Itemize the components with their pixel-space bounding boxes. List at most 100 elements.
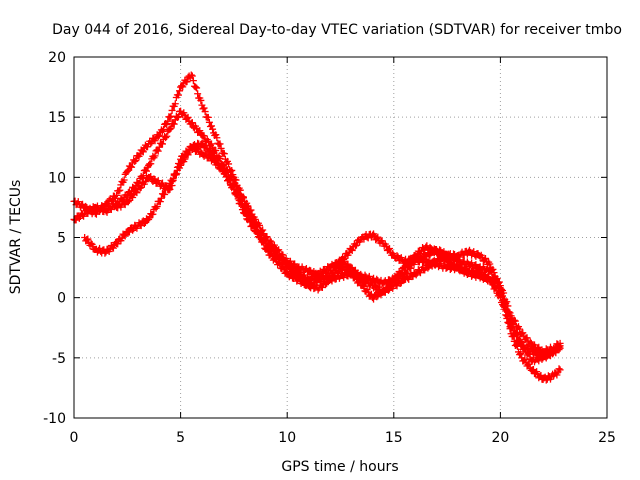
- sample-marker: [87, 239, 95, 247]
- sample-marker: [525, 350, 533, 358]
- sample-marker: [318, 269, 326, 277]
- sample-marker: [214, 160, 222, 168]
- sample-marker: [151, 152, 159, 160]
- sample-marker: [393, 252, 401, 260]
- data-point: [123, 167, 131, 175]
- sample-marker: [246, 211, 254, 219]
- sample-marker: [225, 160, 233, 168]
- sample-marker: [359, 274, 367, 282]
- sample-marker: [139, 148, 147, 156]
- y-tick-label: 15: [48, 110, 66, 126]
- sample-marker: [513, 331, 521, 339]
- sample-marker: [553, 371, 561, 379]
- sample-marker: [277, 254, 285, 262]
- x-tick-label: 0: [70, 430, 79, 446]
- sample-marker: [352, 241, 360, 249]
- sample-marker: [238, 206, 246, 214]
- sample-marker: [144, 143, 152, 151]
- sample-marker: [157, 194, 165, 202]
- sample-marker: [521, 344, 529, 352]
- sample-marker: [129, 226, 137, 234]
- sample-marker: [133, 189, 141, 197]
- grid: [74, 57, 607, 418]
- sample-marker: [121, 232, 129, 240]
- sample-marker: [236, 199, 244, 207]
- sample-marker: [233, 190, 241, 198]
- y-axis-label: SDTVAR / TECUs: [8, 180, 24, 295]
- sample-marker: [489, 278, 497, 286]
- data-point: [326, 276, 334, 284]
- sample-marker: [188, 72, 196, 80]
- sample-marker: [516, 325, 524, 333]
- sample-marker: [364, 234, 372, 242]
- sample-marker: [192, 83, 200, 91]
- sample-marker: [205, 118, 213, 126]
- data-point: [145, 215, 153, 223]
- x-tick-label: 10: [278, 430, 296, 446]
- sample-marker: [210, 154, 218, 162]
- sample-marker: [547, 352, 555, 360]
- sample-marker: [164, 117, 172, 125]
- data-point: [486, 260, 494, 268]
- sample-marker: [217, 144, 225, 152]
- x-tick-label: 15: [385, 430, 403, 446]
- sample-marker: [344, 260, 352, 268]
- sample-marker: [265, 241, 273, 249]
- sample-marker: [120, 176, 128, 184]
- y-tick-label: -10: [43, 411, 66, 427]
- y-tick-label: 20: [48, 50, 66, 66]
- sample-marker: [419, 255, 427, 263]
- sample-marker: [435, 248, 443, 256]
- sample-marker: [373, 293, 381, 301]
- sample-marker: [523, 334, 531, 342]
- sample-marker: [490, 269, 498, 277]
- sample-marker: [168, 181, 176, 189]
- sample-marker: [384, 286, 392, 294]
- sample-marker: [197, 96, 205, 104]
- sample-marker: [183, 78, 191, 86]
- sample-marker: [136, 184, 144, 192]
- sample-marker: [171, 171, 179, 179]
- sample-marker: [520, 345, 528, 353]
- sample-marker: [109, 244, 117, 252]
- sample-marker: [396, 279, 404, 287]
- sample-marker: [416, 269, 424, 277]
- sample-marker: [351, 242, 359, 250]
- data-point: [187, 71, 195, 79]
- sample-marker: [176, 160, 184, 168]
- sample-marker: [555, 365, 563, 373]
- data-point: [113, 191, 121, 199]
- sample-marker: [161, 191, 169, 199]
- sample-marker: [252, 228, 260, 236]
- sample-marker: [405, 261, 413, 269]
- sample-marker: [517, 337, 525, 345]
- sample-marker: [132, 157, 140, 165]
- sample-marker: [202, 150, 210, 158]
- sample-marker: [519, 329, 527, 337]
- sample-marker: [333, 261, 341, 269]
- sample-marker: [205, 145, 213, 153]
- sample-marker: [481, 254, 489, 262]
- sample-marker: [242, 210, 250, 218]
- sample-marker: [508, 320, 516, 328]
- sample-marker: [149, 210, 157, 218]
- sample-marker: [506, 314, 514, 322]
- sample-marker: [174, 91, 182, 99]
- sample-marker: [196, 127, 204, 135]
- y-tick-label: -5: [52, 351, 66, 367]
- sample-marker: [124, 198, 132, 206]
- sample-marker: [234, 195, 242, 203]
- sample-marker: [409, 256, 417, 264]
- sample-marker: [341, 254, 349, 262]
- chart-title: Day 044 of 2016, Sidereal Day-to-day VTE…: [52, 22, 622, 38]
- sample-marker: [163, 121, 171, 129]
- sample-marker: [322, 281, 330, 289]
- data-point: [273, 252, 281, 260]
- sample-marker: [499, 292, 507, 300]
- sample-marker: [151, 176, 159, 184]
- sample-marker: [116, 186, 124, 194]
- sample-marker: [451, 260, 459, 268]
- sample-marker: [261, 236, 269, 244]
- sample-marker: [245, 215, 253, 223]
- sample-marker: [179, 83, 187, 91]
